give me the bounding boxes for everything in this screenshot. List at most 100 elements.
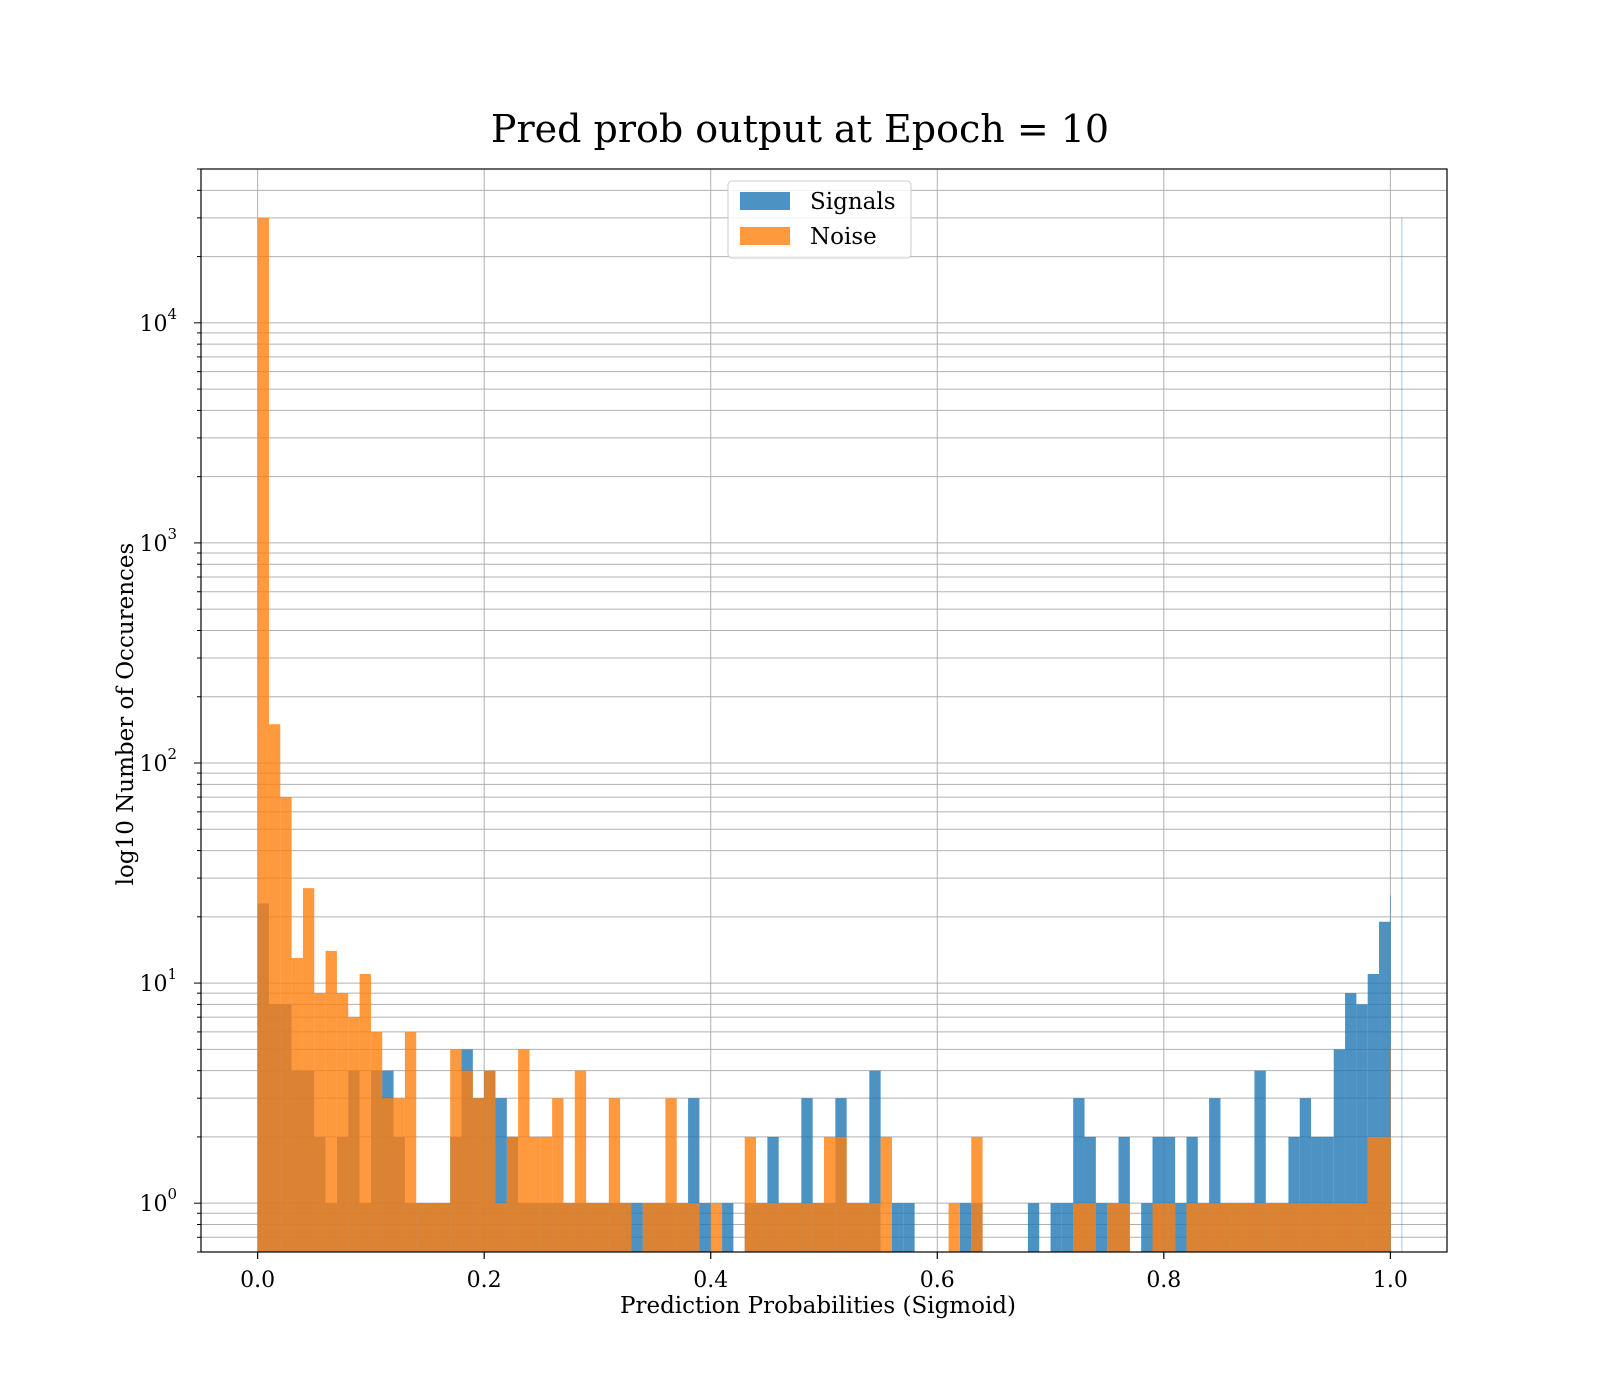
bar-signals [495,1098,507,1252]
bar-noise [461,1070,473,1252]
bar-signals [1152,1136,1164,1252]
bar-noise [971,1136,983,1252]
y-tick-base: 10 [139,1192,167,1217]
bar-noise [778,1203,791,1252]
plot-frame [200,168,1448,1253]
legend-label-signals: Signals [810,189,896,215]
y-tick-label: 103 [139,525,177,557]
bar-signals [699,1203,711,1252]
bar-noise [620,1203,632,1252]
bar-signals [1084,1136,1096,1252]
bar-noise [518,1049,530,1252]
legend: Signals Noise [727,180,912,259]
bar-signals [801,1098,813,1252]
legend-swatch-noise [740,227,790,245]
bar-noise [869,1203,881,1252]
bar-signals [1379,921,1391,1252]
legend-swatch-signals [740,192,790,210]
bar-signals [1254,1070,1266,1252]
bars-layer [257,217,1403,1252]
bar-noise [1209,1203,1221,1252]
bar-noise [642,1203,655,1252]
bar-noise [495,1203,507,1252]
bar-noise [552,1098,564,1252]
bar-noise [801,1203,813,1252]
y-tick-label: 102 [139,745,177,777]
bar-noise [438,1203,451,1252]
bar-noise [404,1031,417,1252]
x-tick-label: 0.0 [240,1268,275,1293]
x-tick-label: 1.0 [1373,1268,1408,1293]
bar-noise [1186,1203,1198,1252]
bar-signals [903,1203,915,1252]
bar-noise [665,1098,677,1252]
bar-noise [857,1203,870,1252]
bar-signals [1333,1049,1346,1252]
bar-noise [1197,1203,1210,1252]
y-tick-exponent: 4 [167,305,177,323]
bar-noise [416,1203,428,1252]
bar-signals [1073,1098,1085,1252]
x-axis-label: Prediction Probabilities (Sigmoid) [620,1293,1016,1319]
y-tick-exponent: 0 [167,1185,177,1203]
bar-noise [1163,1203,1176,1252]
bar-noise [472,1098,485,1252]
bar-signals [1095,1203,1108,1252]
bar-noise [348,1017,360,1252]
bar-noise [574,1070,587,1252]
y-tick-base: 10 [139,752,167,777]
bar-signals [1027,1203,1040,1252]
bar-signals [1345,993,1357,1252]
bar-signals [1367,973,1380,1252]
y-tick-label: 100 [139,1185,177,1217]
bar-signals [1050,1203,1062,1252]
bar-noise [597,1203,609,1252]
bar-signals [1061,1203,1074,1252]
bar-signals [1141,1203,1153,1252]
bar-noise [1073,1203,1085,1252]
bar-noise [1118,1203,1130,1252]
bar-noise [676,1203,689,1252]
bar-noise [291,958,303,1252]
bar-noise [1107,1203,1119,1252]
bar-noise [257,217,269,1252]
bar-noise [336,993,349,1252]
bar-noise [846,1203,858,1252]
bar-noise [563,1203,575,1252]
bar-signals [1299,1098,1312,1252]
y-tick-base: 10 [139,972,167,997]
chart-title: Pred prob output at Epoch = 10 [491,107,1109,151]
bar-signals [1209,1098,1221,1252]
bar-noise [280,797,292,1252]
bar-noise [824,1136,836,1252]
bar-noise [1084,1203,1096,1252]
bar-signals [767,1136,779,1252]
bar-signals [688,1098,700,1252]
bar-noise [1390,1049,1391,1252]
bar-noise [1345,1203,1357,1252]
bar-noise [654,1203,666,1252]
bar-noise [1288,1203,1300,1252]
bar-noise [1322,1203,1334,1252]
bar-signals [631,1203,643,1252]
y-axis-label: log10 Number of Occurences [113,543,139,886]
bar-signals [1175,1203,1187,1252]
bar-noise [1333,1203,1346,1252]
bar-noise [427,1203,439,1252]
y-tick-base: 10 [139,312,167,337]
y-tick-exponent: 1 [167,965,177,983]
bar-noise [382,1098,394,1252]
y-tick-exponent: 3 [167,525,177,543]
bar-noise [1231,1203,1244,1252]
bar-signals [1322,1136,1334,1252]
bar-noise [1220,1203,1232,1252]
bar-noise [325,950,337,1252]
bar-noise [1356,1203,1368,1252]
bar-noise [450,1049,462,1252]
bar-noise [1299,1203,1312,1252]
bar-noise [948,1203,960,1252]
bar-noise [529,1136,541,1252]
series-signals [257,217,1403,1252]
bar-noise [835,1136,847,1252]
bar-signals [869,1070,881,1252]
